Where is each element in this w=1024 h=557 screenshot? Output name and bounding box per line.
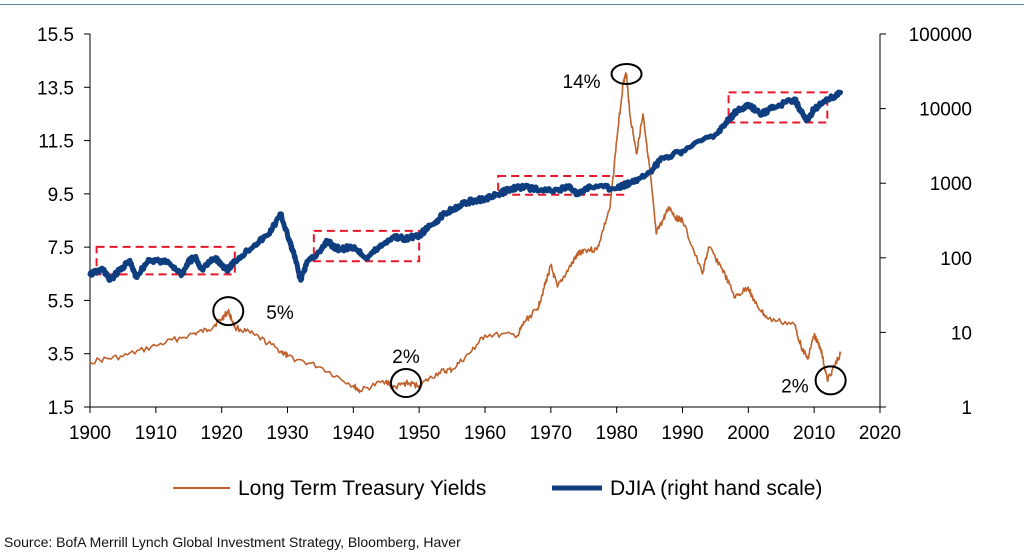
y-right-tick-label: 1000 [930, 174, 972, 195]
annotation-circle [610, 62, 643, 85]
legend: Long Term Treasury Yields DJIA (right han… [173, 477, 822, 500]
annotation-circle [212, 296, 245, 327]
x-tick-label: 2010 [793, 423, 835, 444]
annotation-label: 5% [266, 303, 294, 324]
y-right-tick-label: 1 [961, 398, 972, 419]
x-tick-label: 2000 [727, 423, 769, 444]
axes: 1900 1910 1920 1930 1940 1950 1960 1970 1980 1990… [37, 25, 972, 444]
source-note: Source: BofA Merrill Lynch Global Invest… [4, 534, 461, 550]
y-left-tick-label: 9.5 [48, 185, 74, 206]
x-tick-label: 1940 [332, 423, 374, 444]
annotation-circle [390, 368, 422, 399]
x-tick-label: 1930 [266, 423, 308, 444]
y-left-tick-label: 7.5 [48, 238, 74, 259]
x-tick-label: 1990 [661, 423, 703, 444]
x-tick-label: 1900 [69, 423, 111, 444]
x-tick-label: 1910 [135, 423, 177, 444]
x-tick-label: 1920 [201, 423, 243, 444]
djia-line [87, 89, 843, 283]
annotations: 5% 2% 14% 2% [212, 62, 847, 399]
annotation-label: 14% [563, 72, 601, 93]
annotation-label: 2% [392, 347, 420, 368]
y-left-tick-label: 15.5 [37, 25, 74, 46]
chart: 1900 1910 1920 1930 1940 1950 1960 1970 1980 1990… [37, 25, 972, 500]
highlight-box [312, 229, 421, 263]
y-left-tick-label: 5.5 [48, 291, 74, 312]
x-tick-label: 1980 [596, 423, 638, 444]
legend-label-treasury: Long Term Treasury Yields [238, 477, 486, 500]
x-tick-label: 1960 [464, 423, 506, 444]
y-left-tick-label: 3.5 [48, 345, 74, 366]
y-right-tick-label: 10 [951, 323, 972, 344]
y-left-tick-label: 1.5 [48, 398, 74, 419]
highlight-box [95, 245, 236, 276]
legend-label-djia: DJIA (right hand scale) [610, 477, 822, 500]
y-left-tick-label: 13.5 [37, 78, 74, 99]
y-right-tick-label: 100 [940, 249, 972, 270]
y-right-tick-label: 10000 [919, 100, 972, 121]
x-tick-label: 2020 [859, 423, 901, 444]
top-rule [0, 4, 1024, 5]
annotation-label: 2% [781, 376, 809, 397]
x-tick-label: 1950 [398, 423, 440, 444]
annotation-circle [814, 365, 847, 396]
highlight-boxes [95, 91, 829, 276]
y-left-tick-label: 11.5 [38, 132, 74, 153]
treasury-yield-line [89, 72, 842, 394]
y-right-tick-label: 100000 [909, 25, 972, 46]
x-tick-label: 1970 [530, 423, 572, 444]
series-lines [87, 72, 843, 394]
